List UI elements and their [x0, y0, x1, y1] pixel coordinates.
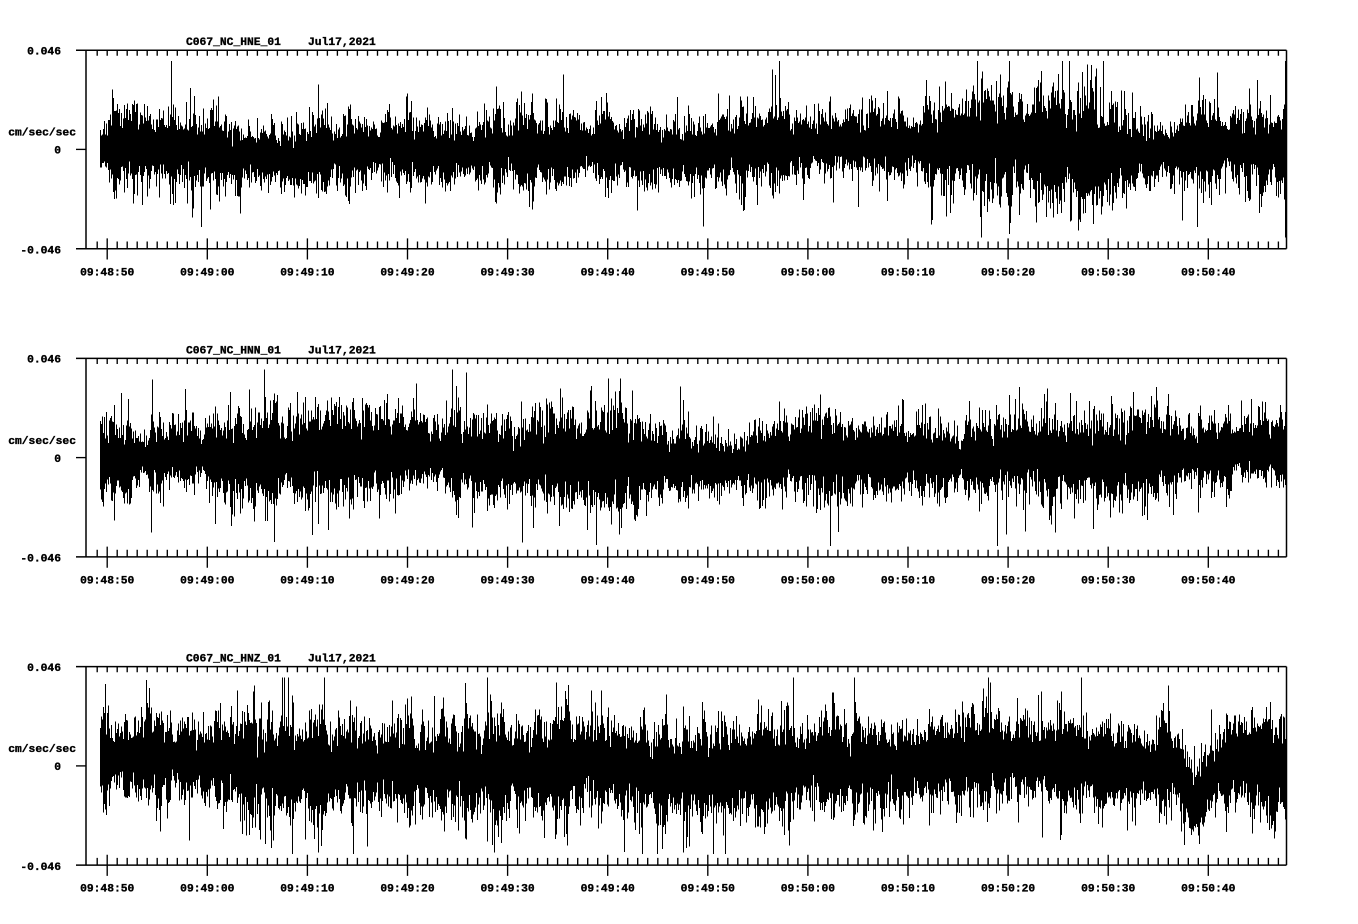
svg-text:09:48:50: 09:48:50: [80, 884, 134, 896]
svg-text:0.046: 0.046: [27, 355, 61, 367]
svg-text:09:49:10: 09:49:10: [280, 267, 334, 279]
svg-text:C067_NC_HNZ_01 Jul17,2021: C067_NC_HNZ_01 Jul17,2021: [186, 654, 376, 666]
svg-text:09:49:50: 09:49:50: [681, 267, 735, 279]
svg-text:09:50:20: 09:50:20: [981, 267, 1035, 279]
svg-text:09:50:30: 09:50:30: [1081, 576, 1135, 588]
svg-text:09:50:10: 09:50:10: [881, 576, 935, 588]
svg-text:09:49:50: 09:49:50: [681, 884, 735, 896]
svg-text:-0.046: -0.046: [20, 245, 61, 257]
svg-text:09:50:30: 09:50:30: [1081, 267, 1135, 279]
svg-text:cm/sec/sec: cm/sec/sec: [8, 744, 76, 756]
svg-text:09:50:40: 09:50:40: [1181, 576, 1235, 588]
svg-text:C067_NC_HNN_01 Jul17,2021: C067_NC_HNN_01 Jul17,2021: [186, 345, 376, 357]
svg-text:09:50:00: 09:50:00: [781, 267, 835, 279]
svg-text:09:50:40: 09:50:40: [1181, 884, 1235, 896]
svg-text:09:48:50: 09:48:50: [80, 576, 134, 588]
svg-text:09:49:10: 09:49:10: [280, 884, 334, 896]
svg-text:09:49:30: 09:49:30: [480, 267, 534, 279]
svg-text:0.046: 0.046: [27, 46, 61, 58]
svg-text:09:49:30: 09:49:30: [480, 884, 534, 896]
svg-text:0.046: 0.046: [27, 663, 61, 675]
svg-text:09:49:20: 09:49:20: [380, 884, 434, 896]
svg-text:09:49:40: 09:49:40: [581, 576, 635, 588]
svg-text:09:50:20: 09:50:20: [981, 576, 1035, 588]
svg-text:09:50:00: 09:50:00: [781, 884, 835, 896]
svg-text:cm/sec/sec: cm/sec/sec: [8, 436, 76, 448]
svg-text:-0.046: -0.046: [20, 862, 61, 874]
svg-text:C067_NC_HNE_01 Jul17,2021: C067_NC_HNE_01 Jul17,2021: [186, 37, 376, 49]
svg-text:09:50:10: 09:50:10: [881, 267, 935, 279]
svg-text:0: 0: [54, 146, 61, 158]
svg-text:09:50:20: 09:50:20: [981, 884, 1035, 896]
svg-text:09:49:00: 09:49:00: [180, 884, 234, 896]
svg-text:09:50:30: 09:50:30: [1081, 884, 1135, 896]
svg-text:09:49:50: 09:49:50: [681, 576, 735, 588]
svg-text:09:49:20: 09:49:20: [380, 267, 434, 279]
svg-text:09:49:30: 09:49:30: [480, 576, 534, 588]
svg-text:09:49:10: 09:49:10: [280, 576, 334, 588]
svg-text:09:48:50: 09:48:50: [80, 267, 134, 279]
svg-text:cm/sec/sec: cm/sec/sec: [8, 128, 76, 140]
svg-text:09:49:00: 09:49:00: [180, 576, 234, 588]
svg-text:09:50:10: 09:50:10: [881, 884, 935, 896]
svg-text:09:49:20: 09:49:20: [380, 576, 434, 588]
svg-text:09:50:40: 09:50:40: [1181, 267, 1235, 279]
svg-text:09:50:00: 09:50:00: [781, 576, 835, 588]
svg-text:-0.046: -0.046: [20, 554, 61, 566]
svg-text:09:49:00: 09:49:00: [180, 267, 234, 279]
svg-text:09:49:40: 09:49:40: [581, 267, 635, 279]
svg-text:0: 0: [54, 454, 61, 466]
svg-text:09:49:40: 09:49:40: [581, 884, 635, 896]
svg-text:0: 0: [54, 762, 61, 774]
